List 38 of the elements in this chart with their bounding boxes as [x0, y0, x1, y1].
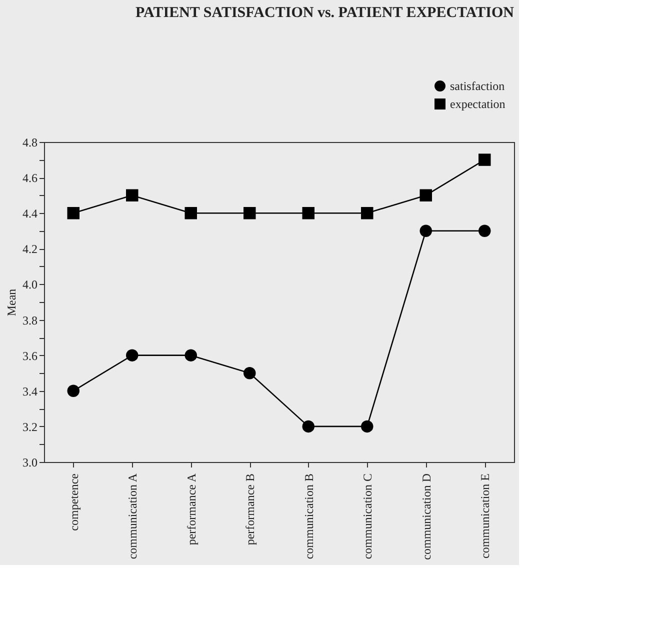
- chart-title: PATIENT SATISFACTION vs. PATIENT EXPECTATION: [135, 5, 514, 21]
- y-tick-label: 3.4: [22, 384, 38, 398]
- x-tick-label: communication B: [302, 474, 316, 560]
- y-tick-label: 3.8: [22, 313, 38, 328]
- x-tick-label: communication D: [419, 473, 434, 560]
- point: [420, 224, 432, 237]
- x-tick-label: competence: [66, 474, 81, 531]
- legend-label: expectation: [450, 97, 506, 111]
- x-tick-label: communication E: [478, 474, 492, 558]
- point: [361, 206, 374, 220]
- x-tick-label: performance B: [243, 474, 258, 546]
- point: [244, 367, 256, 380]
- point: [126, 189, 138, 202]
- point: [67, 384, 80, 397]
- y-axis-title: Mean: [4, 288, 18, 316]
- x-tick-label: communication C: [360, 474, 375, 560]
- y-tick-label: 3.0: [22, 456, 38, 470]
- point: [184, 206, 197, 220]
- y-tick-label: 4.4: [22, 206, 38, 221]
- x-tick-label: performance A: [184, 473, 198, 546]
- y-tick-label: 4.2: [22, 242, 38, 256]
- point: [126, 349, 138, 362]
- x-tick-label: communication A: [126, 473, 140, 560]
- legend-label: satisfaction: [450, 79, 505, 93]
- point: [478, 154, 491, 166]
- y-tick-label: 3.6: [22, 348, 38, 363]
- point: [478, 224, 491, 237]
- point: [361, 420, 374, 433]
- point: [302, 420, 314, 433]
- y-tick-label: 4.8: [22, 136, 38, 150]
- point: [244, 206, 256, 220]
- y-tick-label: 4.6: [22, 171, 38, 186]
- point: [184, 349, 197, 362]
- point: [302, 206, 314, 220]
- point: [420, 189, 432, 202]
- y-tick-label: 3.2: [22, 420, 38, 434]
- point: [67, 206, 80, 220]
- y-tick-label: 4.0: [22, 278, 38, 292]
